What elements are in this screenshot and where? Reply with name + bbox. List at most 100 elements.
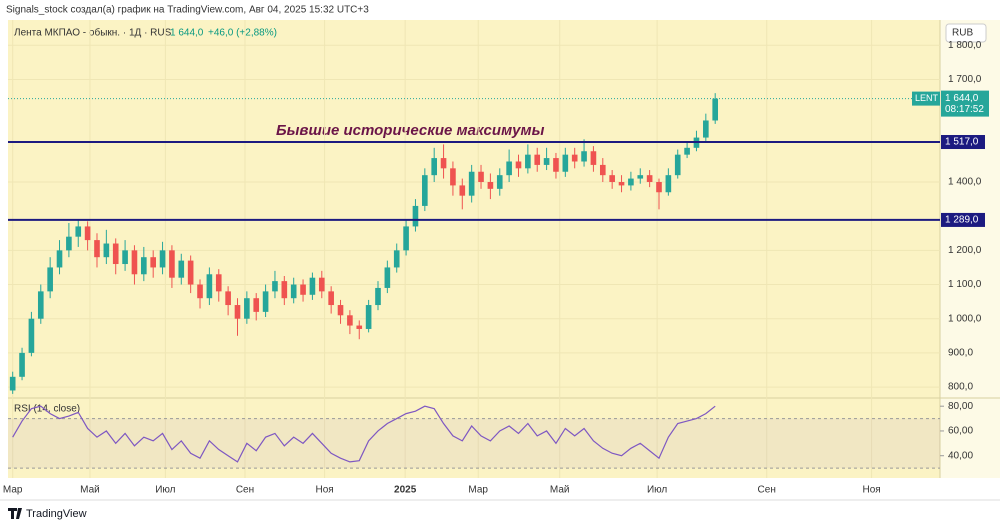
currency-button[interactable] <box>945 23 987 43</box>
candle-body <box>365 305 372 329</box>
candle-body <box>197 284 203 299</box>
y-tick-label: 1 400,0 <box>948 177 982 188</box>
candle-body <box>534 154 541 165</box>
candle-body <box>375 287 381 306</box>
candle-body <box>169 250 175 278</box>
x-tick-label: 2025 <box>394 485 417 496</box>
y-tick-label: 1 800,0 <box>948 40 982 51</box>
ticker: LENT <box>915 93 939 103</box>
rsi-line <box>12 405 716 463</box>
candle-body <box>75 226 82 237</box>
y-tick-label: 60,00 <box>948 426 973 437</box>
candle-body <box>412 205 419 227</box>
candle-body <box>525 154 531 169</box>
legend-price: 1 644,0 <box>170 28 204 39</box>
credit: Signals_stock создал(а) график на Tradin… <box>6 4 369 16</box>
candle-body <box>599 164 606 176</box>
candle-body <box>571 154 578 162</box>
candle-body <box>206 274 213 299</box>
candle-body <box>37 291 44 319</box>
candle-body <box>318 277 325 292</box>
x-tick-label: Ноя <box>863 485 881 496</box>
x-tick-label: Июл <box>155 485 175 496</box>
rsi-title: RSI (14, close) <box>14 404 80 415</box>
candle-body <box>468 171 475 196</box>
candle-body <box>628 178 634 186</box>
candle-body <box>609 175 615 182</box>
candle-body <box>66 236 72 251</box>
x-tick-label: Мар <box>468 485 488 496</box>
candle-body <box>178 260 185 278</box>
candle-body <box>646 175 653 182</box>
candle-body <box>141 257 147 275</box>
candle-body <box>244 298 250 319</box>
level-label: 1 517,0 <box>945 137 979 148</box>
y-tick-label: 1 000,0 <box>948 313 982 324</box>
level-label-box <box>941 212 985 227</box>
candle-body <box>347 315 353 326</box>
candle-body <box>684 147 690 155</box>
y-tick-label: 800,0 <box>948 382 973 393</box>
brand: TradingView <box>26 508 87 520</box>
candle-body <box>637 175 644 179</box>
annotation: Бывшие исторические максимумы <box>276 122 545 139</box>
candle-body <box>225 291 231 306</box>
legend-change: +46,0 (+2,88%) <box>208 28 277 39</box>
y-tick-label: 1 100,0 <box>948 279 982 290</box>
level-label-box <box>941 135 985 150</box>
candle-body <box>290 284 297 299</box>
candle-body <box>478 171 484 182</box>
x-tick-label: Май <box>550 485 570 496</box>
candle-body <box>84 226 91 241</box>
candle-body <box>253 298 260 312</box>
x-tick-label: Май <box>80 485 100 496</box>
y-tick-label: 1 200,0 <box>948 245 982 256</box>
candle-body <box>674 154 681 176</box>
candle-body <box>403 226 409 251</box>
candle-body <box>234 305 241 319</box>
candle-body <box>215 274 222 292</box>
x-tick-label: Сен <box>236 485 254 496</box>
candle-body <box>281 281 288 299</box>
level-label: 1 289,0 <box>945 215 979 226</box>
candle-body <box>337 305 344 316</box>
candle-body <box>19 352 25 377</box>
candle-body <box>618 182 625 186</box>
candle-body <box>656 182 662 193</box>
candle-body <box>300 284 306 295</box>
y-tick-label: 1 700,0 <box>948 74 982 85</box>
chart-background <box>8 20 940 478</box>
candle-body <box>665 175 672 193</box>
x-tick-label: Мар <box>3 485 23 496</box>
candle-body <box>506 161 512 176</box>
candle-body <box>328 291 334 306</box>
candle-body <box>356 325 363 329</box>
candle-body <box>112 243 119 265</box>
candle-body <box>703 120 709 138</box>
x-tick-label: Сен <box>758 485 776 496</box>
candle-body <box>496 175 503 189</box>
y-tick-label: 900,0 <box>948 348 973 359</box>
candle-body <box>272 281 278 292</box>
candle-body <box>28 318 35 353</box>
candle-body <box>9 376 16 391</box>
candle-body <box>459 185 466 196</box>
rsi-band <box>8 418 940 469</box>
candle-body <box>47 267 53 292</box>
countdown: 08:17:52 <box>945 104 984 115</box>
candle-body <box>515 161 522 169</box>
symbol: Лента МКПАО - обыкн. · 1Д · RUS <box>14 27 172 39</box>
y-tick-label: 80,00 <box>948 401 973 412</box>
currency[interactable]: RUB <box>952 28 973 39</box>
candle-body <box>150 257 156 268</box>
x-tick-label: Июл <box>647 485 667 496</box>
candle-body <box>309 277 316 295</box>
price-box <box>941 90 989 117</box>
candle-body <box>159 250 166 268</box>
candle-body <box>122 250 128 265</box>
candle-body <box>422 175 428 206</box>
ticker-box <box>912 91 940 106</box>
candle-body <box>103 243 110 258</box>
candle-body <box>431 158 438 176</box>
